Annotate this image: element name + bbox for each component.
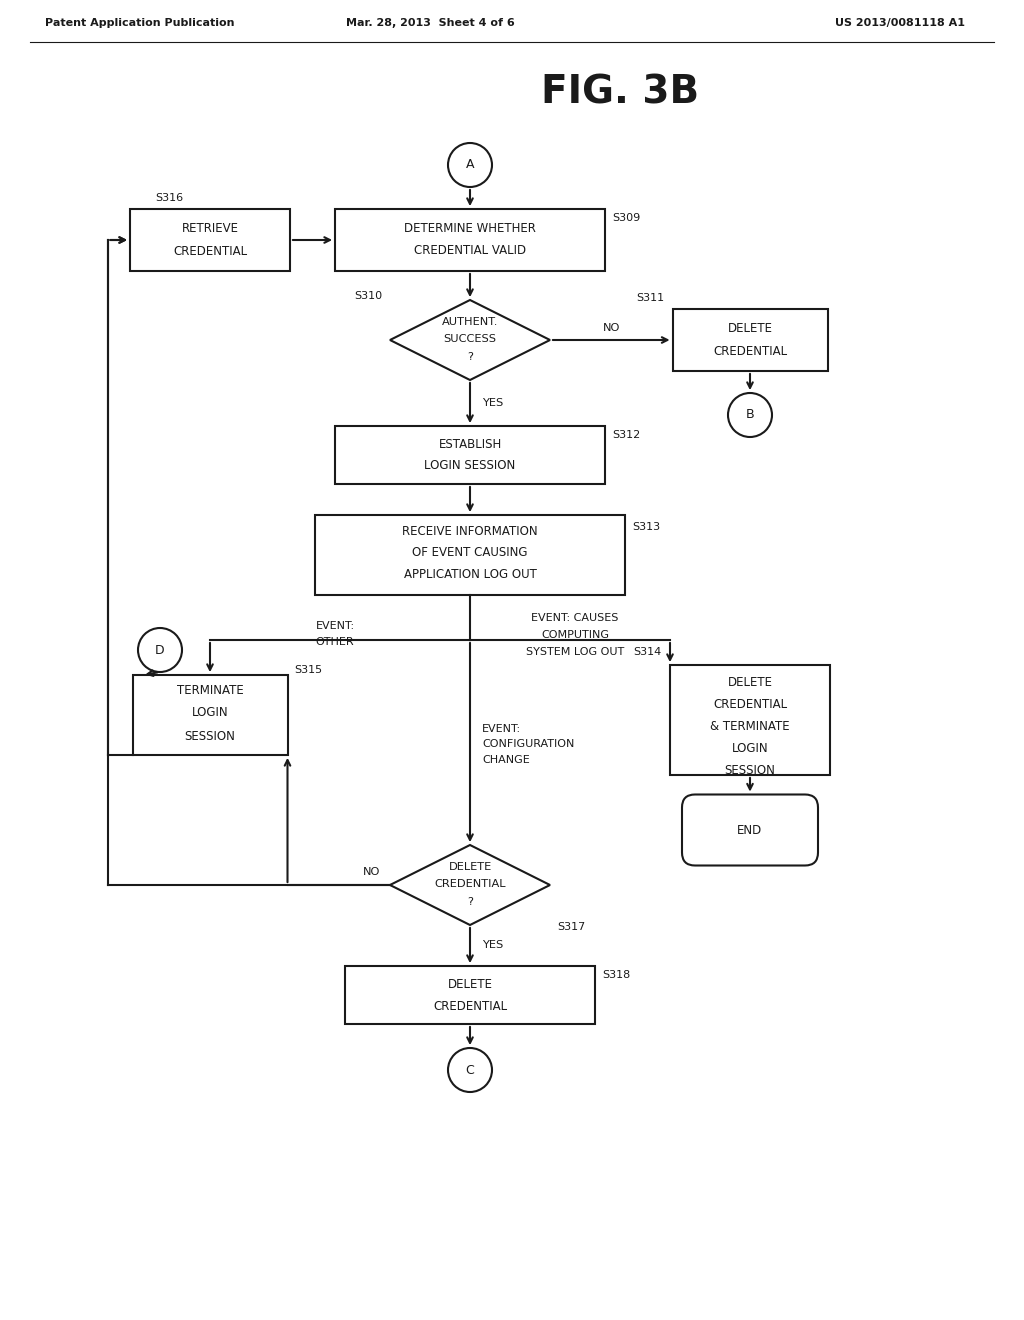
Text: DETERMINE WHETHER: DETERMINE WHETHER <box>404 223 536 235</box>
Text: CREDENTIAL: CREDENTIAL <box>713 697 787 710</box>
Text: COMPUTING: COMPUTING <box>541 630 609 640</box>
Text: DELETE: DELETE <box>447 978 493 990</box>
Text: C: C <box>466 1064 474 1077</box>
Text: CREDENTIAL: CREDENTIAL <box>433 999 507 1012</box>
Text: B: B <box>745 408 755 421</box>
Text: CONFIGURATION: CONFIGURATION <box>482 739 574 750</box>
Text: DELETE: DELETE <box>727 322 772 334</box>
Circle shape <box>449 1048 492 1092</box>
Text: S309: S309 <box>612 213 640 223</box>
Text: S317: S317 <box>557 921 586 932</box>
Text: LOGIN: LOGIN <box>191 705 228 718</box>
Text: S315: S315 <box>295 665 323 675</box>
Polygon shape <box>390 845 550 925</box>
Text: S316: S316 <box>155 193 183 203</box>
Circle shape <box>449 143 492 187</box>
FancyBboxPatch shape <box>670 665 830 775</box>
Text: LOGIN SESSION: LOGIN SESSION <box>424 459 516 473</box>
Circle shape <box>728 393 772 437</box>
Text: S311: S311 <box>636 293 665 304</box>
Text: EVENT:: EVENT: <box>482 723 521 734</box>
Text: S314: S314 <box>634 647 662 657</box>
Text: CREDENTIAL: CREDENTIAL <box>173 246 247 259</box>
Circle shape <box>138 628 182 672</box>
Text: YES: YES <box>482 399 503 408</box>
Text: OTHER: OTHER <box>315 638 354 647</box>
Text: CREDENTIAL: CREDENTIAL <box>713 346 787 359</box>
Text: CREDENTIAL VALID: CREDENTIAL VALID <box>414 244 526 257</box>
Text: Mar. 28, 2013  Sheet 4 of 6: Mar. 28, 2013 Sheet 4 of 6 <box>346 18 514 28</box>
Text: EVENT: CAUSES: EVENT: CAUSES <box>531 612 618 623</box>
Text: ?: ? <box>467 898 473 907</box>
Text: ESTABLISH: ESTABLISH <box>438 437 502 450</box>
Text: TERMINATE: TERMINATE <box>176 685 244 697</box>
Text: SYSTEM LOG OUT: SYSTEM LOG OUT <box>526 647 624 657</box>
Text: YES: YES <box>482 940 503 950</box>
Text: SESSION: SESSION <box>184 730 236 742</box>
Text: FIG. 3B: FIG. 3B <box>541 73 699 111</box>
Text: S313: S313 <box>632 521 660 532</box>
FancyBboxPatch shape <box>673 309 827 371</box>
Text: APPLICATION LOG OUT: APPLICATION LOG OUT <box>403 569 537 582</box>
Text: A: A <box>466 158 474 172</box>
Text: & TERMINATE: & TERMINATE <box>711 719 790 733</box>
Text: AUTHENT.: AUTHENT. <box>441 317 499 327</box>
Text: DELETE: DELETE <box>727 676 772 689</box>
Text: RECEIVE INFORMATION: RECEIVE INFORMATION <box>402 525 538 539</box>
Text: NO: NO <box>362 867 380 876</box>
Text: S310: S310 <box>354 290 382 301</box>
Text: EVENT:: EVENT: <box>315 620 354 631</box>
Text: CREDENTIAL: CREDENTIAL <box>434 879 506 888</box>
Text: US 2013/0081118 A1: US 2013/0081118 A1 <box>835 18 965 28</box>
Text: LOGIN: LOGIN <box>732 742 768 755</box>
Text: RETRIEVE: RETRIEVE <box>181 222 239 235</box>
Text: SUCCESS: SUCCESS <box>443 334 497 345</box>
FancyBboxPatch shape <box>130 209 290 271</box>
Text: D: D <box>156 644 165 656</box>
FancyBboxPatch shape <box>315 515 625 595</box>
Text: END: END <box>737 824 763 837</box>
FancyBboxPatch shape <box>335 209 605 271</box>
Text: CHANGE: CHANGE <box>482 755 529 766</box>
Text: OF EVENT CAUSING: OF EVENT CAUSING <box>413 546 527 560</box>
FancyBboxPatch shape <box>132 675 288 755</box>
FancyBboxPatch shape <box>335 426 605 484</box>
Text: DELETE: DELETE <box>449 862 492 873</box>
Text: S312: S312 <box>612 430 640 440</box>
Polygon shape <box>390 300 550 380</box>
Text: ?: ? <box>467 352 473 362</box>
Text: NO: NO <box>602 323 620 333</box>
FancyBboxPatch shape <box>682 795 818 866</box>
Text: S318: S318 <box>602 970 630 979</box>
Text: Patent Application Publication: Patent Application Publication <box>45 18 234 28</box>
Text: SESSION: SESSION <box>725 763 775 776</box>
FancyBboxPatch shape <box>345 966 595 1024</box>
